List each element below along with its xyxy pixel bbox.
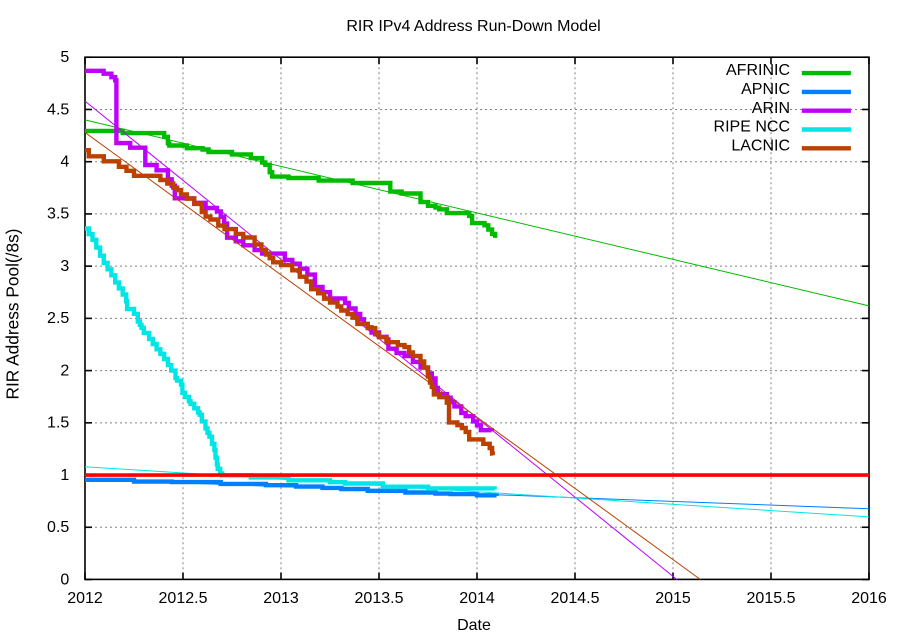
svg-text:2016: 2016 <box>851 590 887 607</box>
svg-text:LACNIC: LACNIC <box>731 137 790 154</box>
svg-text:1.5: 1.5 <box>47 415 69 432</box>
svg-text:APNIC: APNIC <box>741 81 790 98</box>
svg-text:RIR Address Pool(/8s): RIR Address Pool(/8s) <box>3 229 23 400</box>
svg-text:2012.5: 2012.5 <box>159 590 208 607</box>
svg-text:ARIN: ARIN <box>752 100 790 117</box>
svg-text:0: 0 <box>60 571 69 588</box>
svg-text:3: 3 <box>60 258 69 275</box>
svg-text:2015: 2015 <box>655 590 691 607</box>
svg-text:2: 2 <box>60 362 69 379</box>
svg-text:RIPE NCC: RIPE NCC <box>714 119 790 136</box>
svg-text:0.5: 0.5 <box>47 519 69 536</box>
svg-text:Date: Date <box>457 617 491 634</box>
svg-text:2.5: 2.5 <box>47 310 69 327</box>
svg-text:5: 5 <box>60 49 69 66</box>
svg-text:4: 4 <box>60 154 69 171</box>
svg-text:2013: 2013 <box>263 590 299 607</box>
svg-text:1: 1 <box>60 467 69 484</box>
svg-text:2013.5: 2013.5 <box>355 590 404 607</box>
svg-text:2012: 2012 <box>67 590 103 607</box>
svg-text:AFRINIC: AFRINIC <box>726 62 790 79</box>
svg-text:2014.5: 2014.5 <box>551 590 600 607</box>
svg-text:2015.5: 2015.5 <box>747 590 796 607</box>
svg-text:2014: 2014 <box>459 590 495 607</box>
svg-text:4.5: 4.5 <box>47 101 69 118</box>
svg-text:3.5: 3.5 <box>47 206 69 223</box>
svg-text:RIR IPv4 Address Run-Down Mode: RIR IPv4 Address Run-Down Model <box>346 18 600 35</box>
